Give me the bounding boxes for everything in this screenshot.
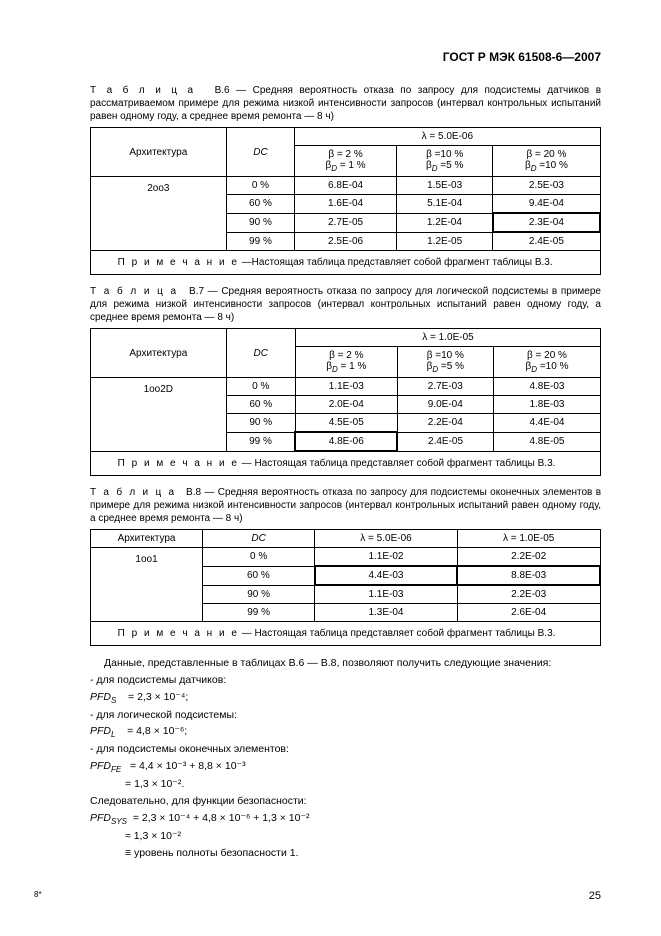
arch-cell: 1oo2D xyxy=(91,378,227,452)
document-header: ГОСТ Р МЭК 61508-6—2007 xyxy=(90,50,601,64)
val-cell: 9.0E-04 xyxy=(397,396,493,414)
caption-prefix: Т а б л и ц а xyxy=(90,85,195,96)
val-cell: 2.6E-04 xyxy=(457,604,600,622)
beta-col1: β = 2 %βD = 1 % xyxy=(295,347,397,378)
col-arch: Архитектура xyxy=(91,530,203,548)
val-cell: 1.5E-03 xyxy=(396,177,492,195)
dc-cell: 99 % xyxy=(226,432,295,451)
val-cell: 2.2E-04 xyxy=(397,414,493,433)
val-cell: 4.8E-05 xyxy=(493,432,600,451)
dc-cell: 0 % xyxy=(203,548,315,567)
dc-cell: 60 % xyxy=(203,566,315,585)
pfd-fe-2: = 1,3 × 10⁻². xyxy=(90,777,601,793)
final-elements-line: - для подсистемы оконечных элементов: xyxy=(90,742,601,758)
val-cell-highlighted: 8.8E-03 xyxy=(457,566,600,585)
val-cell: 1.1E-03 xyxy=(295,378,397,396)
col-dc: DC xyxy=(226,128,294,177)
val-cell-highlighted: 4.8E-06 xyxy=(295,432,397,451)
caption-prefix: Т а б л и ц а xyxy=(90,286,178,297)
col-dc: DC xyxy=(226,329,295,378)
caption-num: B.7 — xyxy=(189,286,218,297)
dc-cell: 99 % xyxy=(203,604,315,622)
lambda-header-2: λ = 1.0E-05 xyxy=(457,530,600,548)
dc-cell: 0 % xyxy=(226,378,295,396)
pfd-s: PFDS = 2,3 × 10⁻⁴; xyxy=(90,690,601,707)
val-cell: 1.2E-04 xyxy=(396,213,492,232)
pfd-fe: PFDFE = 4,4 × 10⁻³ + 8,8 × 10⁻³ xyxy=(90,759,601,776)
pfd-sys-2: ≈ 1,3 × 10⁻² xyxy=(90,829,601,845)
beta-col1: β = 2 %βD = 1 % xyxy=(295,146,397,177)
val-cell: 5.1E-04 xyxy=(396,195,492,214)
dc-cell: 90 % xyxy=(203,585,315,604)
table-note: П р и м е ч а н и е — Настоящая таблица … xyxy=(91,451,601,476)
col-arch: Архитектура xyxy=(91,128,227,177)
val-cell: 9.4E-04 xyxy=(493,195,600,214)
val-cell-highlighted: 2.3E-04 xyxy=(493,213,600,232)
col-arch: Архитектура xyxy=(91,329,227,378)
dc-cell: 99 % xyxy=(226,232,294,251)
foot-left: 8* xyxy=(34,890,42,899)
val-cell: 4.4E-04 xyxy=(493,414,600,433)
val-cell: 4.8E-03 xyxy=(493,378,600,396)
lambda-header-1: λ = 5.0E-06 xyxy=(315,530,458,548)
therefore-line: Следовательно, для функции безопасности: xyxy=(90,794,601,810)
dc-cell: 90 % xyxy=(226,213,294,232)
logic-line: - для логической подсистемы: xyxy=(90,708,601,724)
val-cell: 2.0E-04 xyxy=(295,396,397,414)
table-b7-caption: Т а б л и ц а B.7 — Средняя вероятность … xyxy=(90,285,601,324)
val-cell: 1.6E-04 xyxy=(295,195,397,214)
table-note: П р и м е ч а н и е —Настоящая таблица п… xyxy=(91,251,601,275)
sensors-line: - для подсистемы датчиков: xyxy=(90,673,601,689)
beta-col2: β =10 %βD =5 % xyxy=(396,146,492,177)
caption-num: B.6 — xyxy=(215,85,247,96)
table-b7: Архитектура DC λ = 1.0E-05 β = 2 %βD = 1… xyxy=(90,328,601,476)
val-cell: 2.2E-03 xyxy=(457,585,600,604)
beta-col2: β =10 %βD =5 % xyxy=(397,347,493,378)
val-cell: 2.7E-05 xyxy=(295,213,397,232)
val-cell: 1.8E-03 xyxy=(493,396,600,414)
dc-cell: 0 % xyxy=(226,177,294,195)
val-cell: 6.8E-04 xyxy=(295,177,397,195)
beta-col3: β = 20 %βD =10 % xyxy=(493,347,600,378)
lambda-header: λ = 1.0E-05 xyxy=(295,329,600,347)
val-cell: 2.5E-06 xyxy=(295,232,397,251)
arch-cell: 2oo3 xyxy=(91,177,227,251)
val-cell: 1.1E-03 xyxy=(315,585,458,604)
col-dc: DC xyxy=(203,530,315,548)
dc-cell: 60 % xyxy=(226,396,295,414)
pfd-sys-3: ≡ уровень полноты безопасности 1. xyxy=(90,846,601,862)
arch-cell: 1oo1 xyxy=(91,548,203,622)
body-text: Данные, представленные в таблицах В.6 — … xyxy=(90,656,601,861)
val-cell: 2.7E-03 xyxy=(397,378,493,396)
dc-cell: 60 % xyxy=(226,195,294,214)
val-cell: 1.3E-04 xyxy=(315,604,458,622)
beta-col3: β = 20 %βD =10 % xyxy=(493,146,600,177)
val-cell: 4.5E-05 xyxy=(295,414,397,433)
val-cell: 2.5E-03 xyxy=(493,177,600,195)
caption-num: B.8 — xyxy=(186,487,214,498)
table-b6-caption: Т а б л и ц а B.6 — Средняя вероятность … xyxy=(90,84,601,123)
table-b8-caption: Т а б л и ц а B.8 — Средняя вероятность … xyxy=(90,486,601,525)
page-number: 25 xyxy=(589,890,601,902)
dc-cell: 90 % xyxy=(226,414,295,433)
val-cell: 1.1E-02 xyxy=(315,548,458,567)
val-cell: 2.4E-05 xyxy=(397,432,493,451)
lambda-header: λ = 5.0E-06 xyxy=(295,128,600,146)
val-cell: 2.4E-05 xyxy=(493,232,600,251)
val-cell: 2.2E-02 xyxy=(457,548,600,567)
table-b6: Архитектура DC λ = 5.0E-06 β = 2 %βD = 1… xyxy=(90,127,601,275)
table-note: П р и м е ч а н и е — Настоящая таблица … xyxy=(91,622,601,646)
pfd-l: PFDL = 4,8 × 10⁻⁶; xyxy=(90,724,601,741)
table-b8: Архитектура DC λ = 5.0E-06 λ = 1.0E-05 1… xyxy=(90,529,601,646)
caption-prefix: Т а б л и ц а xyxy=(90,487,176,498)
val-cell: 1.2E-05 xyxy=(396,232,492,251)
pfd-sys: PFDSYS = 2,3 × 10⁻⁴ + 4,8 × 10⁻⁶ + 1,3 ×… xyxy=(90,811,601,828)
intro-line: Данные, представленные в таблицах В.6 — … xyxy=(90,656,601,672)
val-cell-highlighted: 4.4E-03 xyxy=(315,566,458,585)
